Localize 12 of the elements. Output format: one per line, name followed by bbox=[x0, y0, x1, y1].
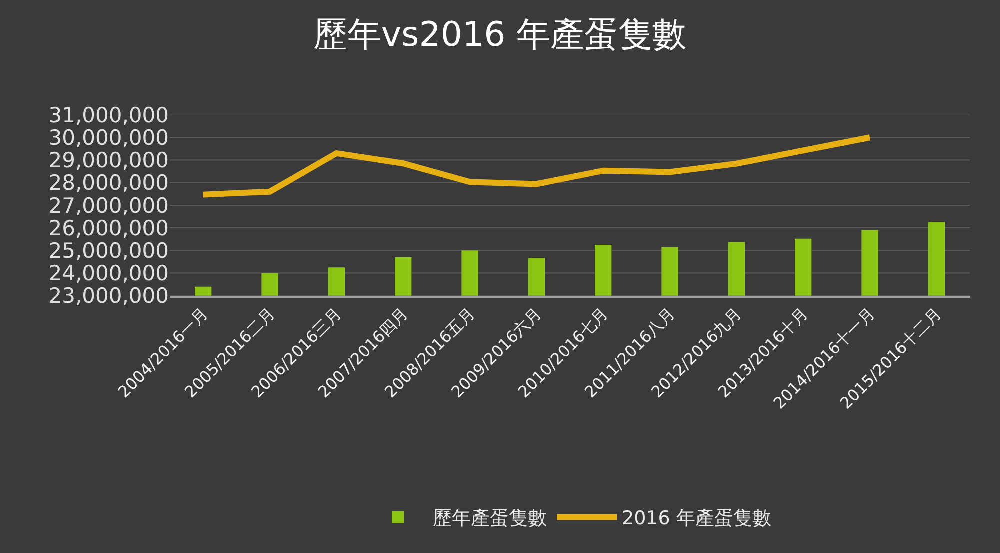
y-tick-label: 24,000,000 bbox=[48, 262, 169, 286]
y-tick-label: 30,000,000 bbox=[48, 126, 169, 150]
y-tick-label: 25,000,000 bbox=[48, 238, 169, 263]
y-tick-label: 26,000,000 bbox=[48, 216, 169, 240]
y-tick-label: 28,000,000 bbox=[48, 171, 169, 196]
y-tick-label: 27,000,000 bbox=[48, 194, 169, 218]
chart-title: 歷年vs2016 年產蛋隻數 bbox=[313, 14, 687, 55]
y-tick-label: 29,000,000 bbox=[48, 148, 169, 173]
y-tick-label: 23,000,000 bbox=[48, 284, 169, 308]
y-tick-label: 31,000,000 bbox=[48, 103, 169, 128]
legend-label: 2016 年產蛋隻數 bbox=[622, 508, 772, 530]
legend-label: 歷年產蛋隻數 bbox=[433, 508, 547, 530]
